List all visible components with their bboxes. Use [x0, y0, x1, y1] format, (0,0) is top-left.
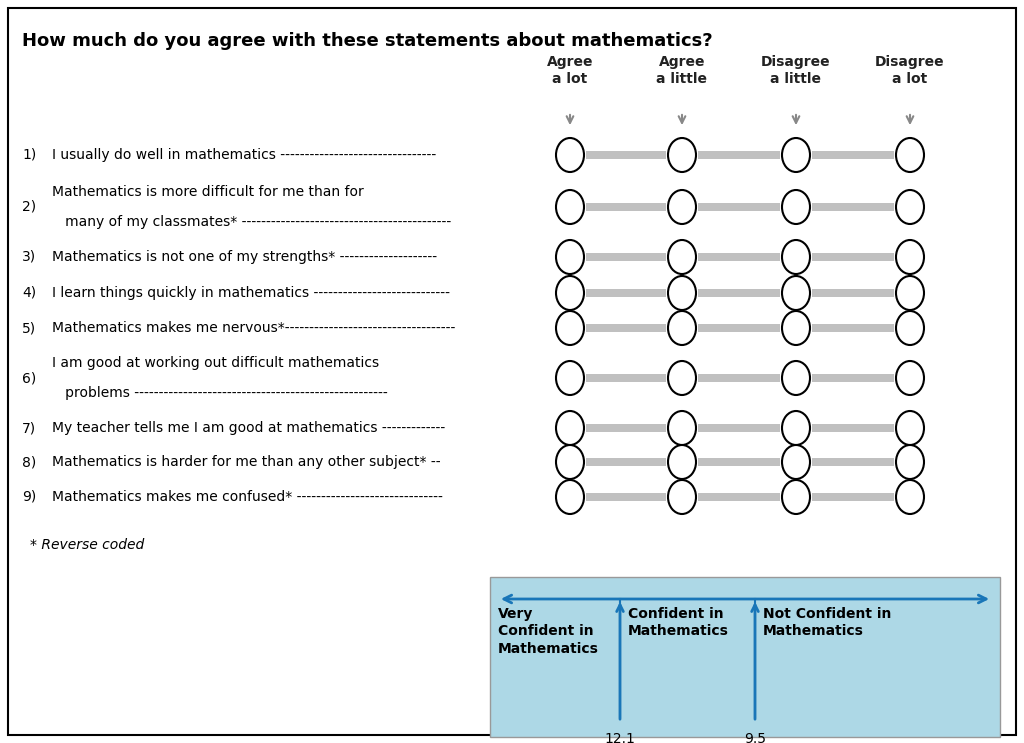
Text: 1): 1) [22, 148, 36, 162]
Bar [812, 203, 894, 211]
Ellipse shape [556, 480, 584, 514]
Text: Agree
a lot: Agree a lot [547, 55, 593, 86]
Text: * Reverse coded: * Reverse coded [30, 538, 144, 552]
Text: 6): 6) [22, 371, 36, 385]
Text: Mathematics is harder for me than any other subject* --: Mathematics is harder for me than any ot… [52, 455, 440, 469]
Ellipse shape [782, 138, 810, 172]
Text: 9.5: 9.5 [744, 732, 766, 743]
Bar [812, 151, 894, 159]
Ellipse shape [896, 411, 924, 445]
Text: Very
Confident in
Mathematics: Very Confident in Mathematics [498, 607, 599, 655]
Bar [698, 324, 780, 332]
Bar [586, 203, 666, 211]
Ellipse shape [896, 276, 924, 310]
Ellipse shape [782, 240, 810, 274]
Bar [698, 289, 780, 297]
Ellipse shape [556, 411, 584, 445]
Text: I usually do well in mathematics --------------------------------: I usually do well in mathematics -------… [52, 148, 436, 162]
Text: I learn things quickly in mathematics ----------------------------: I learn things quickly in mathematics --… [52, 286, 450, 300]
Text: Mathematics makes me confused* ------------------------------: Mathematics makes me confused* ---------… [52, 490, 442, 504]
Bar [698, 253, 780, 261]
Ellipse shape [782, 311, 810, 345]
Bar [586, 151, 666, 159]
Text: many of my classmates* -------------------------------------------: many of my classmates* -----------------… [52, 215, 452, 229]
Bar [586, 289, 666, 297]
Text: 7): 7) [22, 421, 36, 435]
Bar [698, 493, 780, 501]
Bar [490, 577, 1000, 737]
Ellipse shape [556, 276, 584, 310]
Ellipse shape [896, 190, 924, 224]
Ellipse shape [668, 311, 696, 345]
Ellipse shape [782, 276, 810, 310]
Bar [698, 374, 780, 382]
Text: Disagree
a little: Disagree a little [761, 55, 830, 86]
Text: Agree
a little: Agree a little [656, 55, 708, 86]
Ellipse shape [668, 240, 696, 274]
Ellipse shape [896, 480, 924, 514]
Text: Mathematics is more difficult for me than for: Mathematics is more difficult for me tha… [52, 185, 364, 199]
Bar [586, 253, 666, 261]
Ellipse shape [668, 445, 696, 479]
Ellipse shape [668, 411, 696, 445]
Text: I am good at working out difficult mathematics: I am good at working out difficult mathe… [52, 356, 379, 370]
Text: Mathematics is not one of my strengths* --------------------: Mathematics is not one of my strengths* … [52, 250, 437, 264]
Bar [586, 324, 666, 332]
Ellipse shape [668, 276, 696, 310]
Ellipse shape [896, 138, 924, 172]
Text: Confident in
Mathematics: Confident in Mathematics [628, 607, 729, 638]
Bar [586, 374, 666, 382]
Ellipse shape [782, 190, 810, 224]
Bar [812, 289, 894, 297]
Text: 12.1: 12.1 [604, 732, 636, 743]
Ellipse shape [896, 445, 924, 479]
Ellipse shape [782, 361, 810, 395]
Ellipse shape [896, 361, 924, 395]
Text: 9): 9) [22, 490, 36, 504]
Ellipse shape [896, 240, 924, 274]
Bar [586, 424, 666, 432]
Bar [698, 203, 780, 211]
Text: 2): 2) [22, 200, 36, 214]
Bar [812, 374, 894, 382]
Ellipse shape [556, 361, 584, 395]
Ellipse shape [782, 445, 810, 479]
Ellipse shape [896, 311, 924, 345]
Ellipse shape [668, 190, 696, 224]
Text: Mathematics makes me nervous*-----------------------------------: Mathematics makes me nervous*-----------… [52, 321, 456, 335]
Text: 4): 4) [22, 286, 36, 300]
Ellipse shape [556, 311, 584, 345]
Text: 5): 5) [22, 321, 36, 335]
Bar [586, 458, 666, 466]
Text: 3): 3) [22, 250, 36, 264]
Text: problems ----------------------------------------------------: problems -------------------------------… [52, 386, 388, 400]
Bar [812, 324, 894, 332]
Ellipse shape [668, 361, 696, 395]
Bar [698, 458, 780, 466]
Bar [812, 458, 894, 466]
Text: Disagree
a lot: Disagree a lot [876, 55, 945, 86]
Bar [812, 424, 894, 432]
Ellipse shape [556, 138, 584, 172]
Text: Not Confident in
Mathematics: Not Confident in Mathematics [763, 607, 891, 638]
Ellipse shape [782, 480, 810, 514]
Ellipse shape [782, 411, 810, 445]
Bar [812, 253, 894, 261]
Ellipse shape [556, 240, 584, 274]
Ellipse shape [668, 138, 696, 172]
Bar [698, 151, 780, 159]
Text: How much do you agree with these statements about mathematics?: How much do you agree with these stateme… [22, 32, 713, 50]
Bar [812, 493, 894, 501]
Ellipse shape [556, 445, 584, 479]
Bar [698, 424, 780, 432]
Ellipse shape [556, 190, 584, 224]
Ellipse shape [668, 480, 696, 514]
Bar [586, 493, 666, 501]
Text: 8): 8) [22, 455, 36, 469]
Text: My teacher tells me I am good at mathematics -------------: My teacher tells me I am good at mathema… [52, 421, 445, 435]
